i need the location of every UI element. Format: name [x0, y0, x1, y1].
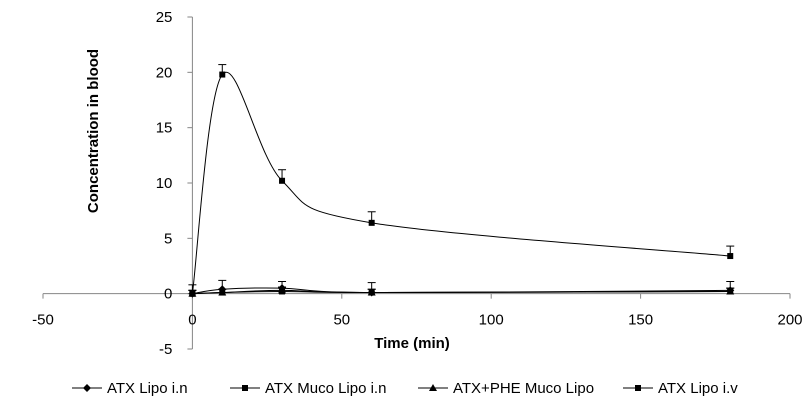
- legend-label: ATX Muco Lipo i.n: [265, 380, 386, 397]
- y-tick-label: 15: [156, 120, 173, 137]
- y-tick-label: 5: [164, 230, 172, 247]
- legend: ATX Lipo i.n ATX Muco Lipo i.n ATX+PHE Muc…: [72, 380, 738, 397]
- legend-label: ATX Lipo i.v: [658, 380, 738, 397]
- data-point: [368, 219, 375, 226]
- series-4: [188, 64, 735, 297]
- legend-item: ATX+PHE Muco Lipo: [418, 380, 594, 397]
- y-tick-label: 0: [164, 286, 172, 303]
- data-point: [367, 288, 376, 296]
- y-tick-label: 25: [156, 9, 173, 26]
- data-point: [219, 71, 226, 78]
- series-layer: [188, 64, 735, 298]
- legend-marker: [429, 384, 437, 391]
- y-tick-label: 20: [156, 64, 173, 81]
- data-point: [279, 177, 286, 184]
- y-tick-label: -5: [159, 341, 172, 358]
- x-tick-label: 150: [628, 312, 653, 329]
- legend-marker: [635, 385, 641, 391]
- legend-label: ATX+PHE Muco Lipo: [453, 380, 594, 397]
- legend-label: ATX Lipo i.n: [107, 380, 188, 397]
- data-point: [189, 290, 196, 297]
- x-tick-label: 100: [479, 312, 504, 329]
- x-axis-title: Time (min): [374, 335, 450, 352]
- legend-item: ATX Muco Lipo i.n: [230, 380, 386, 397]
- x-tick-label: -50: [32, 312, 54, 329]
- data-point: [218, 288, 227, 296]
- series-line: [191, 71, 731, 294]
- legend-item: ATX Lipo i.v: [623, 380, 738, 397]
- legend-marker: [83, 384, 91, 392]
- y-axis-title: Concentration in blood: [85, 49, 102, 213]
- legend-item: ATX Lipo i.n: [72, 380, 188, 397]
- x-tick-label: 0: [188, 312, 196, 329]
- legend-marker: [242, 385, 248, 391]
- data-point: [727, 253, 734, 260]
- y-tick-label: 10: [156, 175, 173, 192]
- series-1: [188, 279, 735, 298]
- x-tick-label: 200: [777, 312, 802, 329]
- data-point: [278, 286, 287, 294]
- x-tick-label: 50: [333, 312, 350, 329]
- data-point: [726, 287, 735, 295]
